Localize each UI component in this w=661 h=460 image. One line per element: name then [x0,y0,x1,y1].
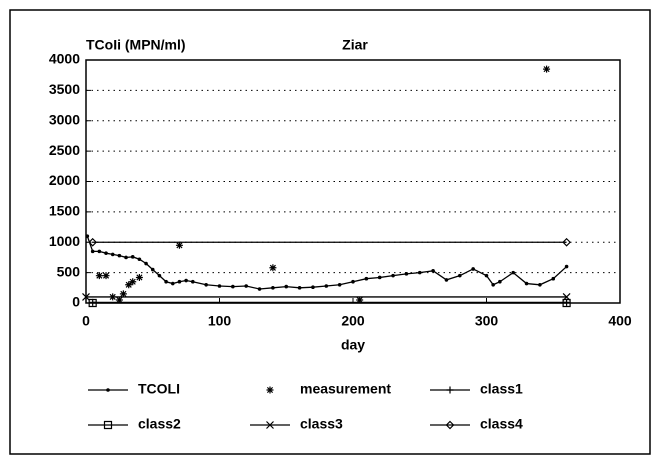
y-tick-label: 1500 [49,203,80,219]
point [364,276,369,281]
point [135,273,143,281]
point [97,249,102,254]
point [217,284,222,288]
point [524,281,529,286]
point [377,275,382,280]
y-tick-label: 500 [57,263,81,279]
point [484,273,489,278]
legend-swatch-marker [446,386,454,394]
point [324,284,329,288]
point [204,282,208,287]
point [88,237,98,247]
point [177,279,182,284]
point [104,251,108,255]
chart-title: TCoIi (MPN/ml) [86,37,186,53]
point [102,272,110,280]
y-tick-label: 4000 [49,51,80,67]
plot-area [85,59,621,304]
point [391,273,395,278]
point [562,298,571,308]
point [244,284,249,288]
point [257,287,262,291]
point [150,267,155,272]
point [170,281,175,286]
point [95,272,103,280]
point [231,284,235,289]
frame [9,9,651,455]
point [117,253,122,258]
legend-label: class2 [138,416,181,432]
x-tick-label: 100 [208,313,232,329]
legend-label: measurement [300,381,391,397]
point [284,284,289,289]
point [164,279,168,284]
point [130,255,135,259]
legend-label: class1 [480,381,523,397]
point [157,273,162,278]
point [137,257,142,262]
x-tick-label: 0 [82,313,90,329]
point [90,249,95,254]
x-tick-label: 400 [608,313,632,329]
point [562,293,571,301]
point [191,279,195,284]
y-tick-label: 0 [72,294,80,310]
point [119,290,127,298]
point [543,65,551,73]
y-tick-label: 3500 [49,81,80,97]
legend-label: TCOLI [138,381,180,397]
point [444,278,449,282]
x-axis-label: day [341,337,365,353]
x-tick-label: 200 [341,313,365,329]
y-tick-label: 3000 [49,111,80,127]
point [82,293,90,301]
point [85,234,90,238]
point [431,269,435,273]
point [562,237,571,247]
series-line [86,235,568,290]
point [124,255,128,260]
point [511,270,516,275]
point [356,296,364,304]
point [311,285,315,290]
point [551,276,556,281]
y-tick-label: 2500 [49,142,80,158]
point [129,278,137,286]
point [538,282,542,287]
point [115,296,123,304]
point [457,273,462,278]
point [125,281,133,289]
legend-swatch-marker [106,388,110,392]
point [337,282,342,287]
point [297,286,302,290]
y-tick-label: 2000 [49,172,80,188]
y-tick-label: 1000 [49,233,80,249]
legend-swatch-marker [266,386,274,394]
point [564,264,569,269]
point [351,279,355,284]
legend-label: class3 [300,416,343,432]
point [269,264,277,272]
point [498,279,502,284]
point [471,267,475,271]
point [491,282,495,287]
point [404,272,409,276]
legend-swatch-marker [445,420,455,430]
legend-swatch-marker [266,421,274,429]
point [417,270,422,275]
point [110,252,115,257]
chart-subtitle: Ziar [342,37,368,53]
legend-swatch-marker [103,420,113,430]
x-tick-label: 300 [475,313,499,329]
point [271,286,275,290]
point [184,278,188,283]
point [88,298,97,308]
legend-label: class4 [480,416,523,432]
point [144,261,148,266]
point [175,241,183,249]
